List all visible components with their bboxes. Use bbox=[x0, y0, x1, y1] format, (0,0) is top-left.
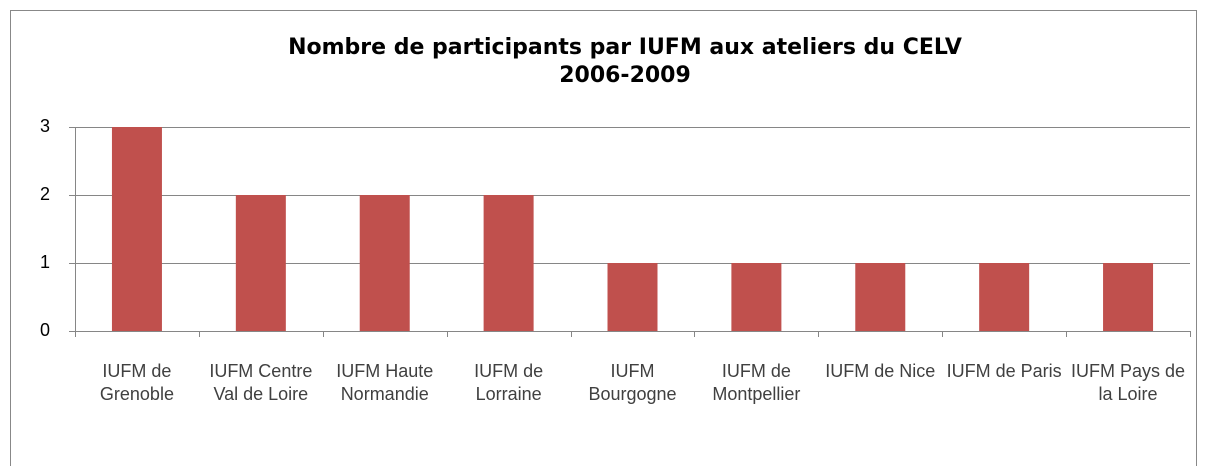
x-tick-label: IUFM Pays de la Loire bbox=[1071, 361, 1186, 404]
bar bbox=[235, 195, 286, 331]
y-tick-label: 3 bbox=[40, 116, 50, 136]
bar bbox=[359, 195, 410, 331]
bar bbox=[111, 127, 162, 331]
chart-title: Nombre de participants par IUFM aux atel… bbox=[288, 35, 962, 60]
x-tick-label: IUFM de Paris bbox=[946, 361, 1062, 381]
chart-border bbox=[10, 10, 1197, 466]
x-tick-label: IUFM de Montpellier bbox=[712, 361, 801, 404]
x-tick-label: IUFM Bourgogne bbox=[588, 361, 677, 404]
bar bbox=[731, 263, 782, 331]
x-tick-label: IUFM de Grenoble bbox=[99, 361, 174, 404]
bar bbox=[483, 195, 534, 331]
x-tick-label: IUFM Haute Normandie bbox=[336, 361, 434, 404]
x-tick-label: IUFM de Nice bbox=[825, 361, 936, 381]
x-tick-label: IUFM de Lorraine bbox=[474, 361, 544, 404]
y-tick-label: 1 bbox=[40, 252, 50, 272]
bar bbox=[607, 263, 658, 331]
bar bbox=[1103, 263, 1154, 331]
x-tick-label: IUFM Centre Val de Loire bbox=[209, 361, 313, 404]
y-tick-label: 0 bbox=[40, 320, 50, 340]
chart-subtitle: 2006-2009 bbox=[559, 63, 691, 88]
y-tick-label: 2 bbox=[40, 184, 50, 204]
bar bbox=[855, 263, 906, 331]
bar bbox=[979, 263, 1030, 331]
